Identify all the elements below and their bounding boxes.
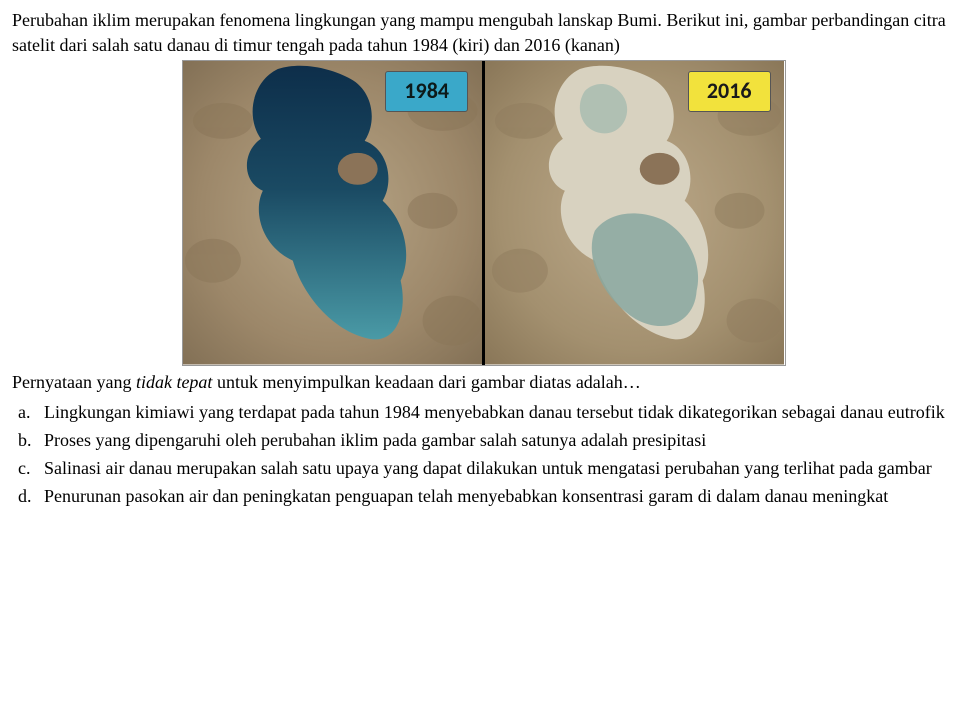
options-list: a. Lingkungan kimiawi yang terdapat pada…: [18, 400, 955, 510]
option-a: a. Lingkungan kimiawi yang terdapat pada…: [18, 400, 955, 425]
year-badge-2016: 2016: [688, 71, 771, 112]
satellite-comparison-figure: 1984: [182, 60, 786, 366]
option-text: Lingkungan kimiawi yang terdapat pada ta…: [44, 400, 955, 425]
option-b: b. Proses yang dipengaruhi oleh perubaha…: [18, 428, 955, 453]
option-letter: b.: [18, 428, 44, 453]
option-letter: d.: [18, 484, 44, 509]
panel-1984: 1984: [183, 61, 483, 365]
option-text: Proses yang dipengaruhi oleh perubahan i…: [44, 428, 955, 453]
option-letter: c.: [18, 456, 44, 481]
option-c: c. Salinasi air danau merupakan salah sa…: [18, 456, 955, 481]
option-text: Salinasi air danau merupakan salah satu …: [44, 456, 955, 481]
figure-container: 1984: [12, 60, 955, 366]
question-stem: Pernyataan yang tidak tepat untuk menyim…: [12, 370, 955, 395]
intro-paragraph: Perubahan iklim merupakan fenomena lingk…: [12, 8, 955, 58]
year-badge-1984: 1984: [385, 71, 468, 112]
question-suffix: untuk menyimpulkan keadaan dari gambar d…: [212, 372, 640, 392]
option-letter: a.: [18, 400, 44, 425]
question-prefix: Pernyataan yang: [12, 372, 136, 392]
option-d: d. Penurunan pasokan air dan peningkatan…: [18, 484, 955, 509]
question-italic: tidak tepat: [136, 372, 212, 392]
panel-2016: 2016: [485, 61, 785, 365]
option-text: Penurunan pasokan air dan peningkatan pe…: [44, 484, 955, 509]
